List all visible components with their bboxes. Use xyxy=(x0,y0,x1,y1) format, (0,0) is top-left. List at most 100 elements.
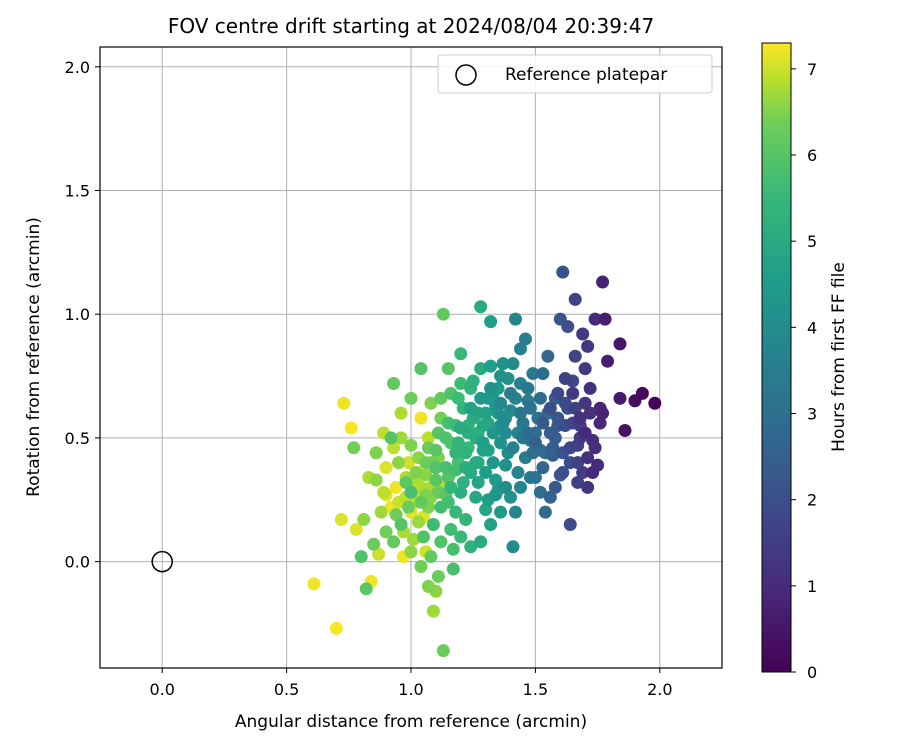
data-point xyxy=(464,540,478,554)
data-point xyxy=(424,396,438,410)
data-point xyxy=(414,362,428,376)
data-point xyxy=(504,386,518,400)
y-tick-label: 1.0 xyxy=(65,305,90,324)
legend-entry: Reference platepar xyxy=(505,65,667,85)
data-point xyxy=(454,376,468,390)
data-point xyxy=(558,396,572,410)
data-point xyxy=(504,490,518,504)
x-tick-label: 1.5 xyxy=(523,680,548,699)
data-point xyxy=(596,275,610,289)
data-point xyxy=(421,431,435,445)
data-point xyxy=(387,535,401,549)
data-point xyxy=(613,337,627,351)
data-point xyxy=(429,473,443,487)
data-point xyxy=(543,490,557,504)
data-point xyxy=(613,391,627,405)
data-point xyxy=(367,537,381,551)
data-point xyxy=(474,391,488,405)
data-point xyxy=(421,579,435,593)
data-point xyxy=(434,391,448,405)
data-point xyxy=(411,515,425,529)
data-point xyxy=(508,505,522,519)
reference-point xyxy=(151,550,173,573)
data-point xyxy=(334,513,348,527)
data-point xyxy=(526,446,540,460)
data-point xyxy=(484,381,498,395)
data-point xyxy=(404,391,418,405)
colorbar-tick-label: 1 xyxy=(807,577,817,596)
data-point xyxy=(344,421,358,435)
data-point xyxy=(533,485,547,499)
data-point xyxy=(521,426,535,440)
data-point xyxy=(576,466,590,480)
data-point xyxy=(419,468,433,482)
data-point xyxy=(576,327,590,341)
data-point xyxy=(434,535,448,549)
x-ticks: 0.0 0.5 1.0 1.5 2.0 xyxy=(149,668,673,699)
data-point xyxy=(598,312,612,326)
data-point xyxy=(414,495,428,509)
data-point xyxy=(377,485,391,499)
colorbar-tick-label: 2 xyxy=(807,491,817,510)
data-point xyxy=(479,406,493,420)
data-point xyxy=(392,456,406,470)
data-point xyxy=(369,446,383,460)
data-point xyxy=(404,485,418,499)
data-point xyxy=(431,569,445,583)
data-point xyxy=(593,416,607,430)
data-point xyxy=(374,505,388,519)
colorbar-tick-label: 5 xyxy=(807,232,817,251)
data-point xyxy=(307,577,321,591)
data-point xyxy=(404,545,418,559)
data-point xyxy=(561,320,575,334)
data-point xyxy=(586,466,600,480)
data-point xyxy=(506,540,520,554)
data-point xyxy=(354,550,368,564)
data-point xyxy=(454,421,468,435)
data-point xyxy=(444,522,458,536)
data-point xyxy=(429,443,443,457)
data-point xyxy=(541,349,555,363)
data-point xyxy=(426,604,440,618)
x-axis-label: Angular distance from reference (arcmin) xyxy=(235,712,587,732)
colorbar xyxy=(761,42,792,673)
y-tick-label: 2.0 xyxy=(65,58,90,77)
data-point xyxy=(481,416,495,430)
y-tick-label: 0.0 xyxy=(65,553,90,572)
data-point xyxy=(409,466,423,480)
colorbar-tick-label: 0 xyxy=(807,663,817,682)
data-point xyxy=(369,473,383,487)
data-point xyxy=(387,376,401,390)
data-point xyxy=(441,495,455,509)
data-point xyxy=(484,359,498,373)
data-point xyxy=(578,362,592,376)
data-point xyxy=(441,362,455,376)
data-point xyxy=(571,456,585,470)
data-point xyxy=(568,349,582,363)
data-point xyxy=(528,470,542,484)
legend: Reference platepar xyxy=(437,54,713,94)
data-point xyxy=(635,386,649,400)
data-point xyxy=(451,391,465,405)
data-point xyxy=(357,513,371,527)
data-point xyxy=(506,441,520,455)
data-point xyxy=(538,505,552,519)
data-point xyxy=(329,621,343,635)
data-point xyxy=(429,461,443,475)
data-point xyxy=(414,560,428,574)
data-point xyxy=(618,423,632,437)
data-point xyxy=(521,381,535,395)
data-point xyxy=(526,367,540,381)
data-point xyxy=(486,426,500,440)
data-point xyxy=(558,372,572,386)
data-point xyxy=(513,406,527,420)
data-point xyxy=(436,644,450,658)
data-point xyxy=(402,456,416,470)
data-point xyxy=(566,386,580,400)
data-point xyxy=(466,374,480,388)
data-point xyxy=(523,401,537,415)
data-point xyxy=(578,426,592,440)
data-point xyxy=(456,475,470,489)
data-point xyxy=(499,480,513,494)
